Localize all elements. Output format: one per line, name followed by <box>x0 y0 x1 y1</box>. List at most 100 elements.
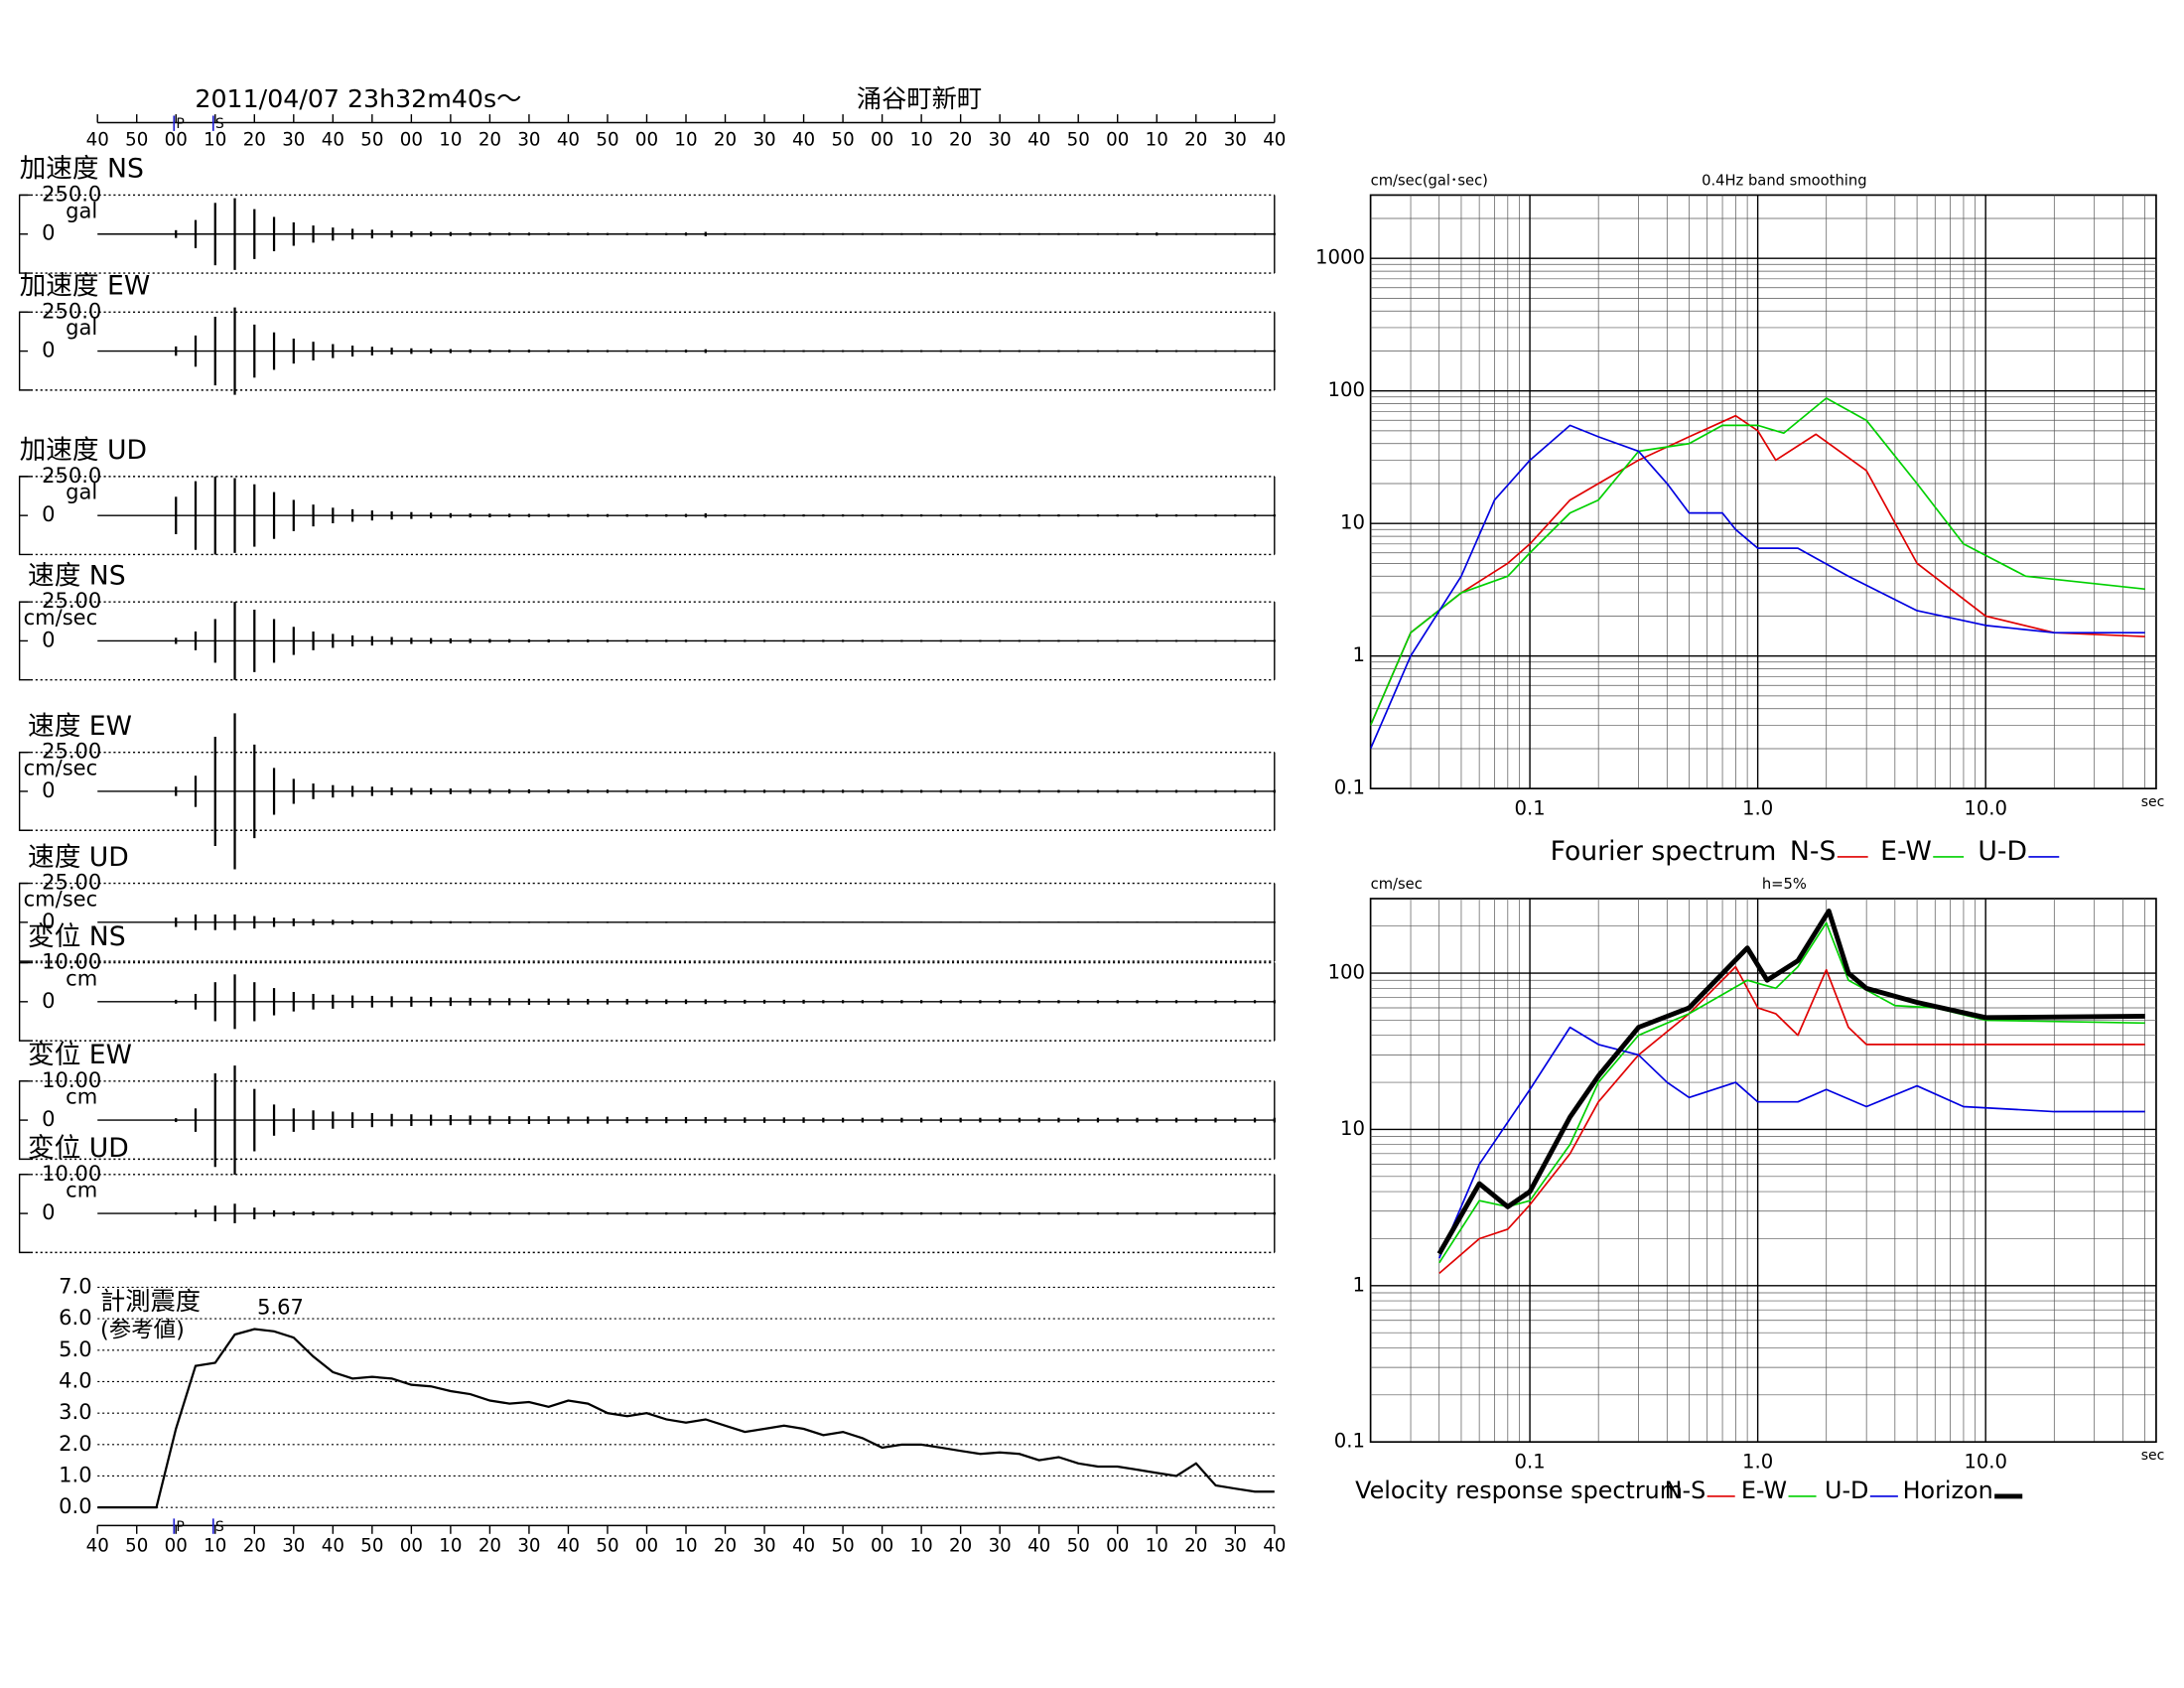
time-tick-label: 10 <box>910 130 933 151</box>
y-tick-label: 10.00 <box>42 1161 101 1186</box>
y-tick-label: 0 <box>42 338 55 362</box>
time-tick-label: 40 <box>1263 1535 1286 1556</box>
legend-title: Velocity response spectrum <box>1355 1477 1683 1504</box>
time-tick-label: 30 <box>989 130 1012 151</box>
time-tick-label: 10 <box>439 1535 462 1556</box>
x-tick-label: 0.1 <box>1514 797 1545 820</box>
time-tick-label: 20 <box>714 130 737 151</box>
x-tick-label: 1.0 <box>1742 797 1773 820</box>
time-tick-label: 40 <box>322 130 344 151</box>
legend-title: Fourier spectrum <box>1551 836 1777 867</box>
y-tick-label: 0 <box>42 988 55 1013</box>
spectrum-line <box>1370 397 2145 726</box>
unit-label: gal <box>66 480 97 504</box>
y-tick-label: 250.0 <box>42 181 101 206</box>
time-tick-label: 40 <box>557 130 580 151</box>
time-tick-label: 20 <box>714 1535 737 1556</box>
time-tick-label: 20 <box>243 1535 266 1556</box>
time-tick-label: 50 <box>596 1535 618 1556</box>
time-tick-label: 30 <box>517 130 540 151</box>
intensity-sublabel: (参考値) <box>100 1317 185 1342</box>
unit-label: gal <box>66 315 97 340</box>
time-tick-label: 50 <box>831 1535 854 1556</box>
legend-label: N-S <box>1790 836 1836 867</box>
peak-label: 5.67 <box>257 1295 304 1320</box>
x-tick-label: 10.0 <box>1964 1451 2007 1474</box>
station: 涌谷町新町 <box>857 84 982 113</box>
time-tick-label: 30 <box>282 130 305 151</box>
y-tick-label: 7.0 <box>59 1273 91 1298</box>
y-axis-label: cm/sec(gal･sec) <box>1371 172 1488 189</box>
trace-label: 速度 UD <box>28 842 129 873</box>
time-tick-label: 40 <box>1027 130 1050 151</box>
time-tick-label: 00 <box>165 1535 188 1556</box>
y-tick-label: 1000 <box>1315 246 1365 269</box>
time-tick-label: 50 <box>1067 1535 1090 1556</box>
y-tick-label: 0 <box>42 777 55 802</box>
time-tick-label: 00 <box>871 130 893 151</box>
series-group <box>1370 397 2145 750</box>
trace-label: 加速度 NS <box>20 154 144 185</box>
unit-label: cm/sec <box>24 605 98 630</box>
y-tick-label: 3.0 <box>59 1399 91 1424</box>
legend-label: U-D <box>1825 1477 1868 1504</box>
time-tick-label: 20 <box>478 130 501 151</box>
unit-label: cm/sec <box>24 756 98 780</box>
y-tick-label: 0.1 <box>1334 776 1365 799</box>
y-tick-label: 25.00 <box>42 588 101 613</box>
time-tick-label: 30 <box>1224 1535 1247 1556</box>
time-tick-label: 00 <box>1106 130 1129 151</box>
intensity-line <box>97 1328 1275 1509</box>
legend-label: Horizon <box>1903 1477 1993 1504</box>
legend-label: N-S <box>1665 1477 1706 1504</box>
time-tick-label: 10 <box>204 130 226 151</box>
y-tick-label: 0 <box>42 501 55 526</box>
time-tick-label: 30 <box>752 130 775 151</box>
trace-label: 速度 NS <box>28 560 126 591</box>
y-axis-label: cm/sec <box>1371 876 1423 893</box>
time-tick-label: 30 <box>517 1535 540 1556</box>
y-tick-label: 25.00 <box>42 739 101 764</box>
time-tick-label: 00 <box>871 1535 893 1556</box>
y-tick-label: 0 <box>42 1199 55 1224</box>
y-tick-label: 0 <box>42 220 55 245</box>
time-tick-label: 10 <box>1146 130 1168 151</box>
y-tick-label: 100 <box>1328 961 1365 984</box>
time-tick-label: 10 <box>439 130 462 151</box>
unit-label: cm/sec <box>24 886 98 911</box>
time-tick-label: 40 <box>792 1535 815 1556</box>
legend-label: E-W <box>1880 836 1932 867</box>
x-axis-label: sec <box>2141 794 2165 810</box>
time-tick-label: 20 <box>243 130 266 151</box>
time-tick-label: 40 <box>322 1535 344 1556</box>
time-tick-label: 00 <box>1106 1535 1129 1556</box>
time-tick-label: 10 <box>204 1535 226 1556</box>
phase-label: S <box>215 116 224 132</box>
time-tick-label: 50 <box>831 130 854 151</box>
y-tick-label: 10 <box>1340 511 1365 534</box>
y-tick-label: 0 <box>42 909 55 933</box>
unit-label: cm <box>66 1084 97 1109</box>
time-tick-label: 20 <box>949 1535 972 1556</box>
series-group <box>1436 909 2145 1275</box>
trace-label: 変位 EW <box>28 1040 132 1070</box>
time-tick-label: 40 <box>86 1535 109 1556</box>
y-tick-label: 100 <box>1328 378 1365 401</box>
x-tick-label: 10.0 <box>1964 797 2007 820</box>
time-tick-label: 40 <box>557 1535 580 1556</box>
unit-label: cm <box>66 965 97 990</box>
legend-label: U-D <box>1978 836 2027 867</box>
time-tick-label: 20 <box>478 1535 501 1556</box>
time-tick-label: 00 <box>400 1535 423 1556</box>
time-tick-label: 30 <box>1224 130 1247 151</box>
spectrum-line <box>1438 1026 2145 1259</box>
time-tick-label: 20 <box>949 130 972 151</box>
